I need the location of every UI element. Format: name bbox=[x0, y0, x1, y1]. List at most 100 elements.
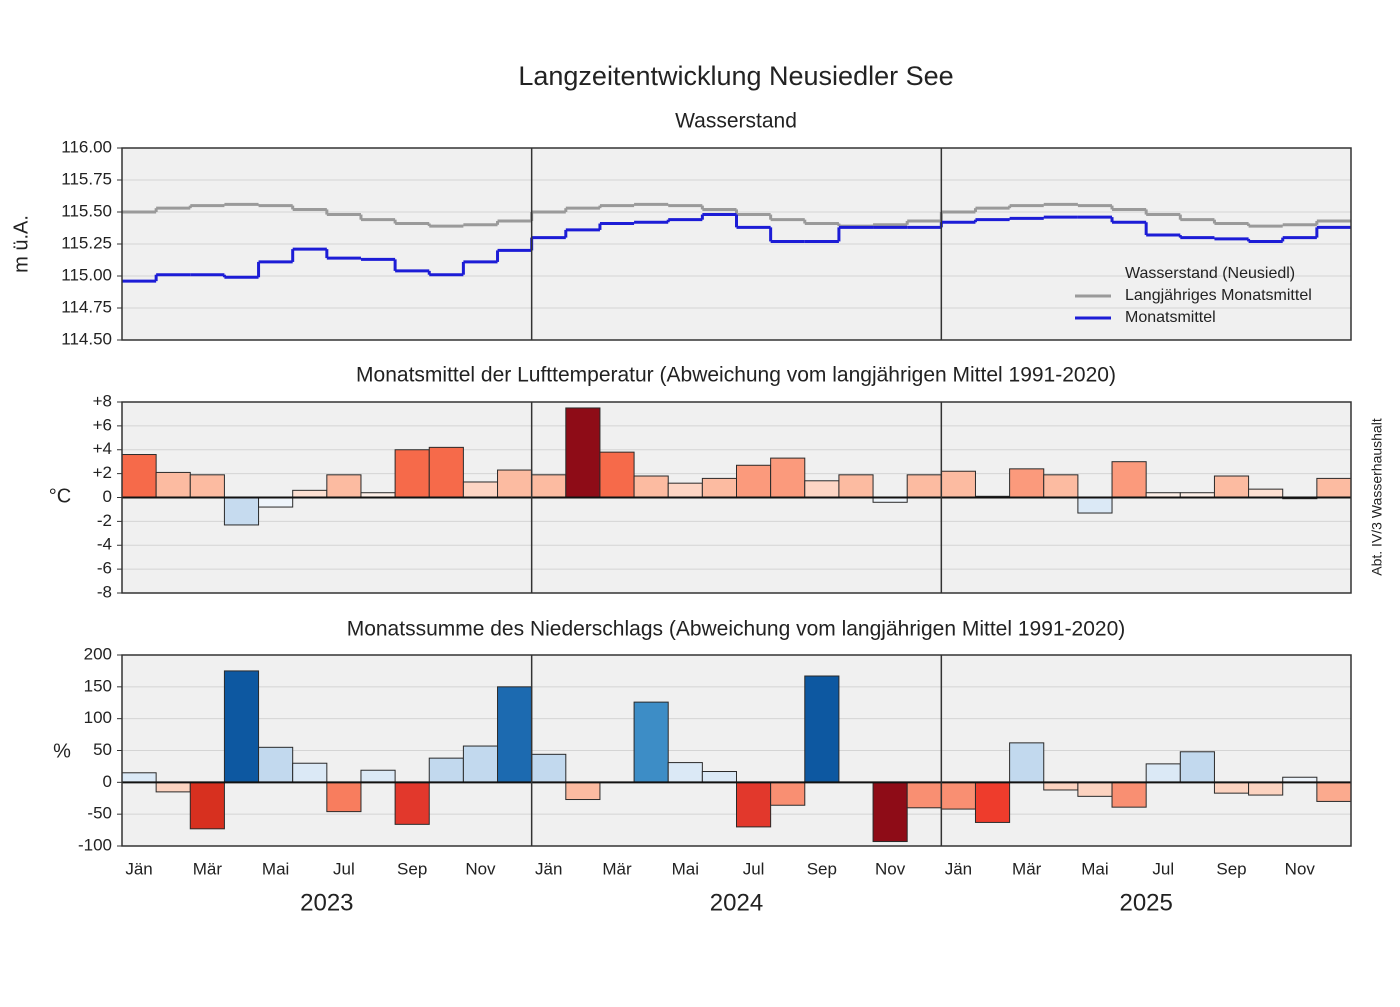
bar bbox=[974, 781, 1011, 823]
bar bbox=[428, 446, 464, 498]
legend-label: Monatsmittel bbox=[1125, 309, 1216, 326]
bar bbox=[223, 670, 260, 783]
y-tick-label: -6 bbox=[97, 559, 112, 578]
year-label: 2024 bbox=[710, 889, 763, 916]
y-tick-label: -50 bbox=[87, 804, 112, 823]
bar bbox=[906, 781, 942, 809]
x-tick-label: Jän bbox=[125, 859, 152, 878]
plot-frame bbox=[121, 401, 1352, 594]
x-tick-label: Sep bbox=[1216, 859, 1246, 878]
x-tick-label: Mai bbox=[262, 859, 289, 878]
bar bbox=[497, 469, 533, 499]
bar bbox=[838, 474, 874, 499]
bar bbox=[736, 781, 772, 828]
bar bbox=[1316, 477, 1352, 498]
bar bbox=[121, 772, 157, 783]
y-tick-label: 50 bbox=[93, 740, 112, 759]
y-axis-title: m ü.A. bbox=[10, 215, 32, 273]
bar bbox=[1248, 488, 1284, 498]
bar bbox=[1213, 781, 1250, 794]
bar bbox=[1077, 781, 1113, 797]
bar bbox=[770, 457, 806, 499]
bar bbox=[1248, 781, 1284, 796]
y-tick-label: 150 bbox=[84, 676, 112, 695]
bar bbox=[1111, 461, 1147, 498]
x-tick-label: Nov bbox=[875, 859, 906, 878]
plot-frame bbox=[121, 147, 1352, 341]
bar bbox=[940, 781, 976, 810]
y-tick-label: 0 bbox=[103, 772, 112, 791]
bar bbox=[1009, 742, 1045, 783]
bar bbox=[258, 497, 294, 508]
y-tick-label: -4 bbox=[97, 535, 112, 554]
x-tick-label: Mai bbox=[672, 859, 699, 878]
year-label: 2025 bbox=[1119, 889, 1172, 916]
bar bbox=[189, 474, 225, 499]
x-tick-label: Sep bbox=[397, 859, 427, 878]
bar bbox=[189, 781, 225, 830]
bar bbox=[1213, 475, 1250, 499]
bar bbox=[701, 477, 737, 498]
bar bbox=[1043, 781, 1079, 791]
bar bbox=[360, 769, 396, 783]
bar bbox=[701, 771, 737, 783]
bar bbox=[667, 482, 703, 498]
bar bbox=[565, 407, 601, 498]
bar bbox=[940, 470, 976, 498]
y-tick-label: 0 bbox=[103, 487, 112, 506]
panel-subtitle: Wasserstand bbox=[675, 110, 797, 133]
y-tick-label: -100 bbox=[78, 835, 112, 854]
y-tick-label: -8 bbox=[97, 582, 112, 601]
bar bbox=[667, 762, 703, 783]
bar bbox=[804, 675, 840, 783]
panel-subtitle: Monatsmittel der Lufttemperatur (Abweich… bbox=[356, 364, 1116, 387]
x-tick-label: Mär bbox=[193, 859, 223, 878]
bar bbox=[1111, 781, 1147, 808]
y-tick-label: 100 bbox=[84, 708, 112, 727]
bar bbox=[462, 745, 499, 783]
y-tick-label: +8 bbox=[93, 391, 112, 410]
bar bbox=[394, 449, 430, 498]
bar bbox=[1077, 497, 1113, 514]
y-tick-label: 115.00 bbox=[61, 265, 112, 284]
x-tick-label: Mär bbox=[602, 859, 632, 878]
x-tick-label: Mai bbox=[1081, 859, 1108, 878]
bar bbox=[633, 475, 669, 499]
bar bbox=[531, 753, 567, 783]
y-tick-label: 115.25 bbox=[61, 233, 112, 252]
bar bbox=[292, 762, 328, 783]
bar bbox=[258, 746, 294, 783]
y-axis-title: % bbox=[53, 740, 71, 762]
y-tick-label: +2 bbox=[93, 463, 112, 482]
bar bbox=[1009, 468, 1045, 499]
x-tick-label: Jän bbox=[945, 859, 972, 878]
y-tick-label: 116.00 bbox=[61, 137, 112, 156]
year-label: 2023 bbox=[300, 889, 353, 916]
credit: Abt. IV/3 Wasserhaushalt bbox=[1369, 418, 1385, 576]
x-tick-label: Mär bbox=[1012, 859, 1042, 878]
bar bbox=[121, 454, 157, 498]
bar bbox=[292, 489, 328, 498]
bar bbox=[633, 701, 669, 783]
bar bbox=[326, 781, 362, 813]
x-tick-label: Jän bbox=[535, 859, 562, 878]
bar bbox=[1145, 763, 1181, 783]
plot-frame bbox=[121, 654, 1352, 847]
bar bbox=[872, 781, 908, 843]
chart-title: Langzeitentwicklung Neusiedler See bbox=[518, 61, 953, 91]
bar bbox=[736, 464, 772, 498]
bar bbox=[462, 481, 499, 499]
bar bbox=[155, 781, 191, 793]
x-tick-label: Nov bbox=[465, 859, 496, 878]
y-axis-title: °C bbox=[49, 485, 71, 507]
bar bbox=[394, 781, 430, 825]
bar bbox=[428, 757, 464, 783]
y-tick-label: 114.50 bbox=[61, 329, 112, 348]
y-tick-label: +6 bbox=[93, 415, 112, 434]
x-tick-label: Jul bbox=[1152, 859, 1174, 878]
bar bbox=[804, 480, 840, 499]
x-tick-label: Jul bbox=[333, 859, 355, 878]
bar bbox=[497, 686, 533, 783]
legend-title: Wasserstand (Neusiedl) bbox=[1125, 265, 1295, 282]
